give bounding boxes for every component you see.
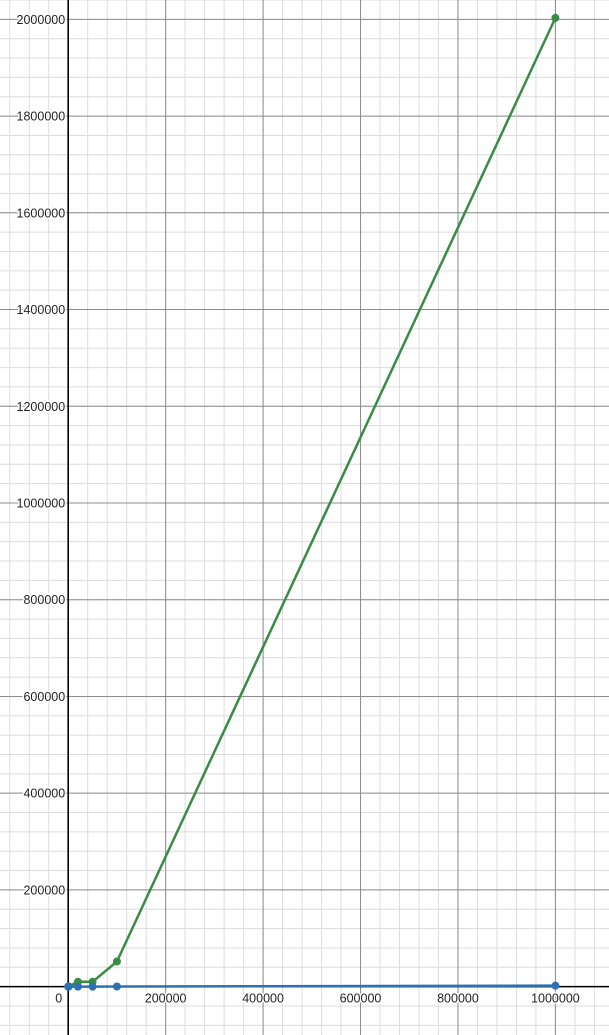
y-tick-label: 1600000: [17, 206, 66, 220]
data-point-series-2: [73, 982, 82, 991]
series-line-2: [66, 984, 557, 988]
y-tick-label: 200000: [23, 883, 65, 897]
data-point-series-2: [88, 982, 97, 991]
data-point-series-2: [64, 982, 73, 991]
x-tick-label: 0: [55, 992, 62, 1006]
y-tick-label: 1000000: [17, 496, 66, 510]
y-tick-label: 400000: [23, 787, 65, 801]
data-point-series-2: [551, 981, 560, 990]
x-tick-label: 800000: [437, 992, 479, 1006]
series-line-1: [66, 16, 557, 988]
y-tick-label: 1800000: [17, 110, 66, 124]
data-point-series-1: [112, 957, 121, 966]
data-point-series-1: [551, 13, 560, 22]
y-tick-label: 2000000: [17, 13, 66, 27]
y-tick-label: 600000: [23, 690, 65, 704]
x-tick-label: 200000: [145, 992, 187, 1006]
x-tick-label: 1000000: [531, 992, 580, 1006]
tick-labels: 0 200000 400000 600000 800000 1000000 200000 40…: [15, 11, 581, 1007]
data-point-series-2: [112, 982, 121, 991]
y-tick-label: 800000: [23, 593, 65, 607]
x-tick-label: 600000: [340, 992, 382, 1006]
y-tick-label: 1200000: [17, 400, 66, 414]
y-tick-label: 1400000: [17, 303, 66, 317]
series-layer: [64, 13, 560, 991]
x-tick-label: 400000: [242, 992, 284, 1006]
